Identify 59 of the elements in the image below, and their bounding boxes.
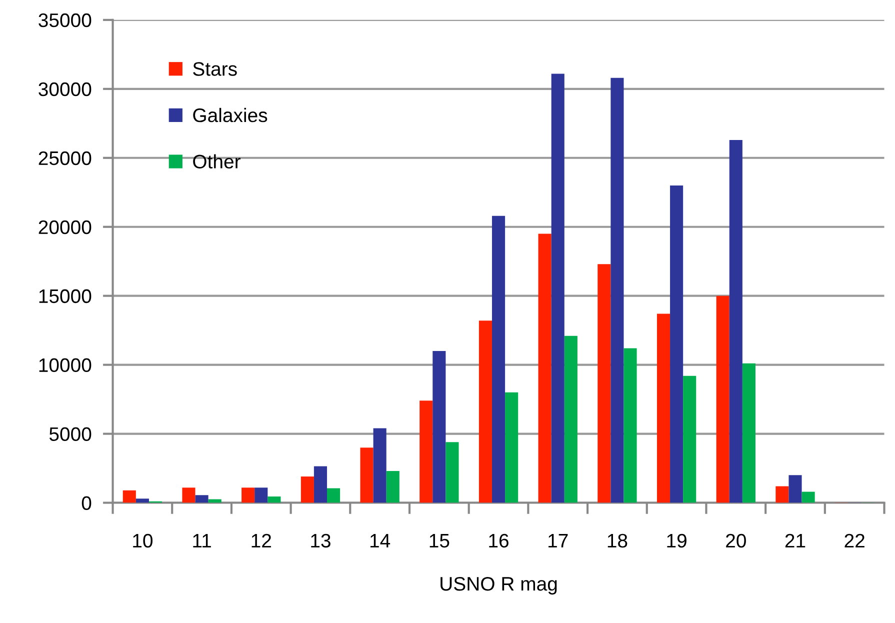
x-tick-label: 19 [667,534,686,548]
bar [432,351,446,503]
y-tick-label: 20000 [38,220,92,234]
bar [242,488,255,503]
bar [268,496,281,503]
bar [729,140,742,503]
bar [195,495,208,503]
x-tick-label: 16 [489,534,508,548]
x-tick-label: 10 [133,534,152,548]
bar [742,363,756,503]
y-tick-label: 35000 [38,13,92,28]
bar [788,475,802,503]
y-tick-label: 10000 [39,358,92,372]
x-tick-label: 14 [370,534,390,548]
x-tick-label: 18 [608,534,628,548]
bar [420,400,433,503]
legend-label: Galaxies [193,108,268,122]
y-tick-label: 25000 [38,151,92,166]
bar [802,492,815,503]
bar [716,296,730,503]
y-tick-label: 15000 [39,289,92,304]
x-tick-label: 21 [785,534,806,548]
bar [446,442,459,503]
bar [254,488,268,503]
x-tick-label: 22 [844,534,864,548]
bar [505,392,518,503]
bar [624,348,637,503]
bar [182,488,196,503]
bar [314,466,328,503]
x-tick-label: 12 [252,534,271,548]
x-tick-label: 13 [311,534,330,548]
bar [300,476,314,503]
legend-label: Other [193,154,240,168]
x-tick-label: 15 [430,534,450,548]
bar [683,376,696,503]
bar [610,78,624,503]
bar [538,234,552,503]
bar [551,74,564,503]
bar [564,336,578,503]
bar [598,264,611,503]
x-tick-label: 17 [548,534,568,548]
bar [386,471,400,503]
bar [136,498,149,503]
bar [670,185,684,503]
y-tick-label: 30000 [38,82,92,96]
x-axis-title: USNO R mag [440,576,557,595]
y-tick-label: 0 [82,496,92,510]
bar [373,428,386,503]
bar [478,320,492,503]
bar [776,486,789,503]
x-tick-label: 20 [726,534,746,548]
bar [656,314,670,503]
y-tick-label: 5000 [49,427,92,442]
x-tick-label: 11 [193,534,211,548]
bar [122,490,136,503]
bar [327,488,340,503]
bar [360,448,374,503]
legend-label: Stars [193,62,237,76]
bar [492,216,506,503]
